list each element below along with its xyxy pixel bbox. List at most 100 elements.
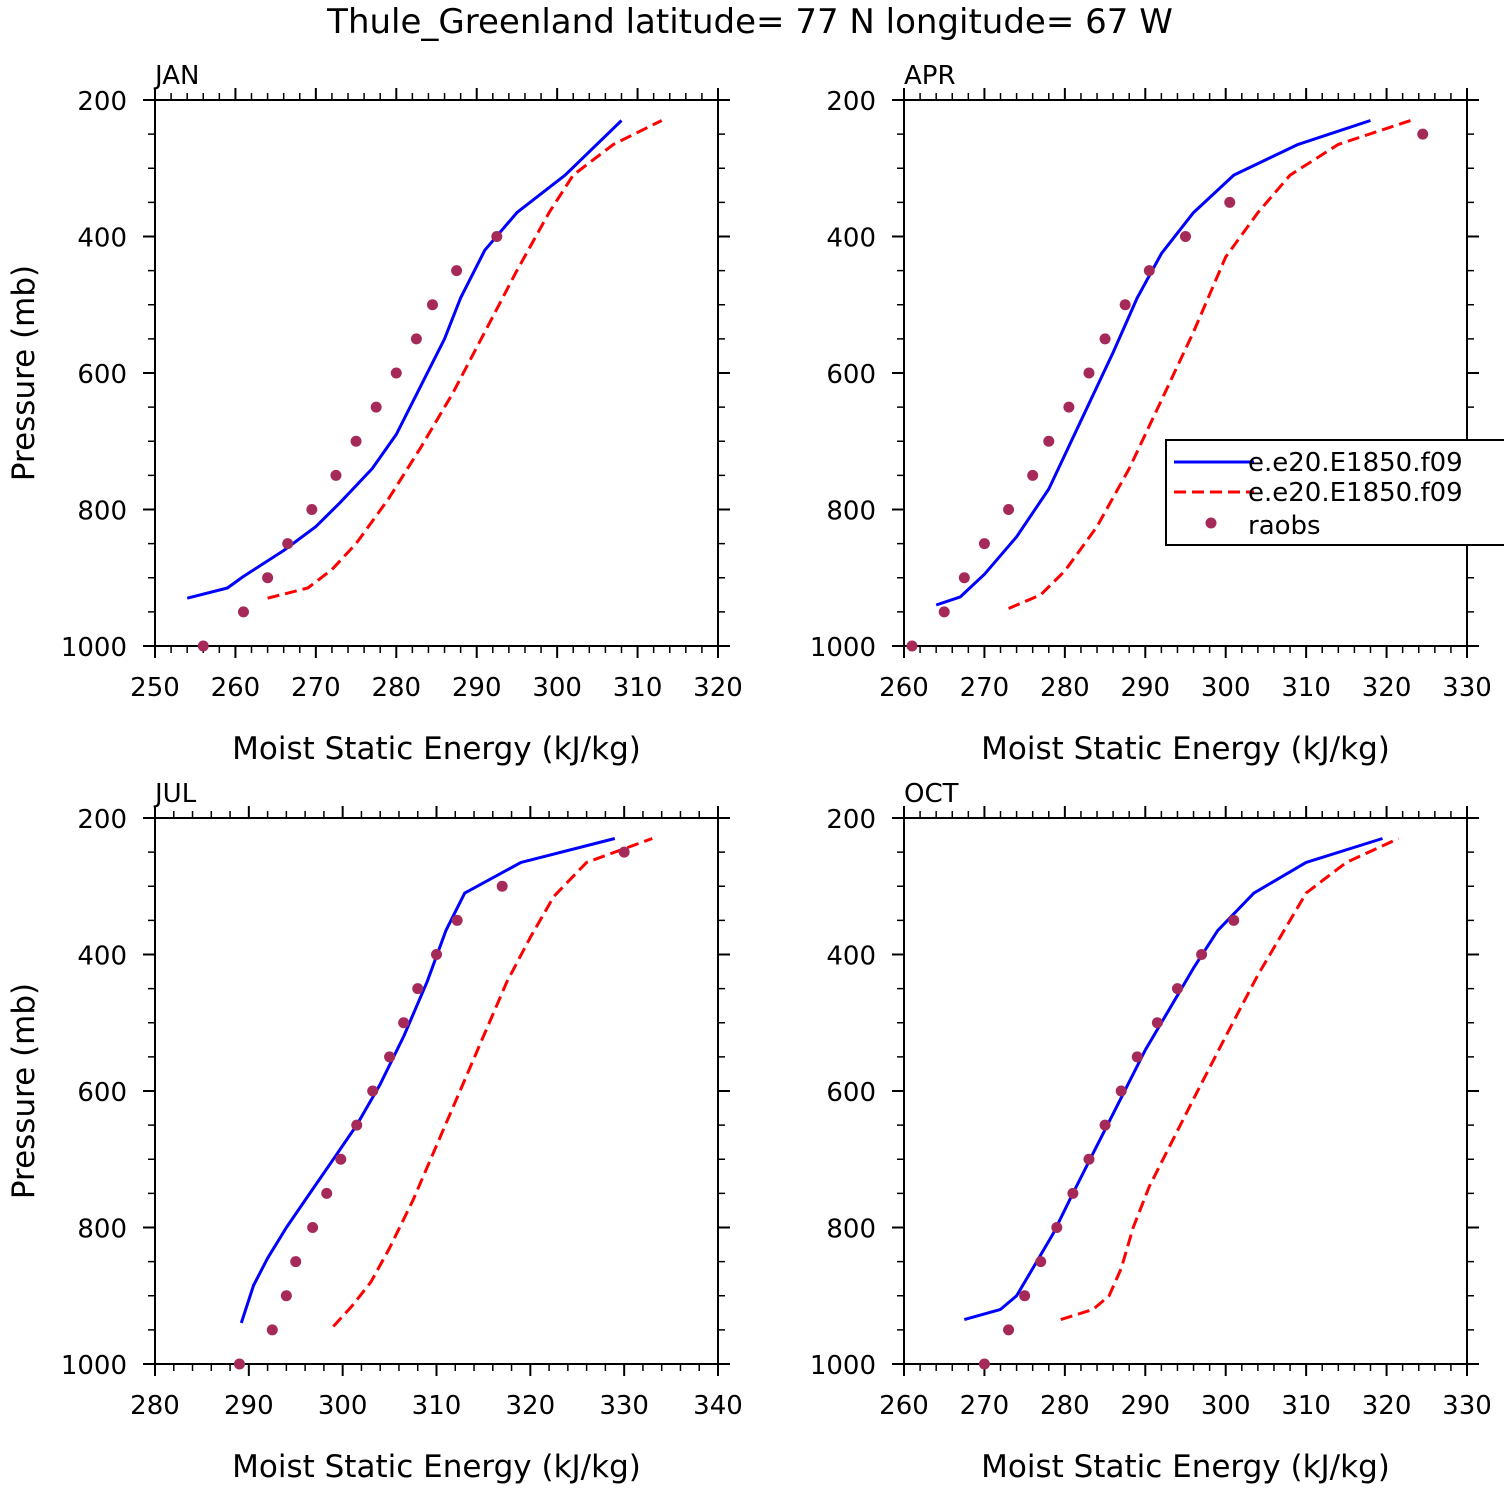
panel-apr: 260 270 280 290 300 310 320 330 200 400 600 800 1000… (810, 61, 1492, 767)
x-tick-label: 320 (506, 1391, 556, 1421)
raobs-point (1196, 949, 1208, 960)
x-tick-label: 320 (1362, 1391, 1412, 1421)
y-tick-label: 200 (826, 805, 876, 835)
raobs-point (350, 435, 362, 447)
legend-entry-label: raobs (1248, 511, 1321, 541)
raobs-point (451, 914, 463, 926)
raobs-point (1083, 1153, 1095, 1165)
y-tick-label: 400 (826, 224, 876, 254)
raobs-point (367, 1085, 379, 1097)
raobs-point (321, 1187, 333, 1199)
x-axis-label: Moist Static Energy (kJ/kg) (981, 731, 1390, 767)
raobs-point (1063, 401, 1075, 413)
series-line-solid (935, 119, 1371, 607)
y-tick-label: 1000 (810, 1351, 876, 1381)
x-tick-label: 290 (1120, 1391, 1170, 1421)
panels: 250 260 270 280 290 300 310 320 200 400 600 800 1000… (6, 61, 1492, 1485)
x-tick-label: 250 (130, 673, 180, 703)
raobs-point (197, 640, 209, 652)
x-tick-label: 300 (532, 673, 582, 703)
raobs-point (1083, 367, 1095, 379)
legend-marker (1205, 517, 1217, 529)
raobs-point (491, 231, 503, 242)
raobs-point (306, 504, 318, 515)
x-tick-label: 310 (613, 673, 663, 703)
raobs-point (280, 1290, 292, 1302)
raobs-point (384, 1051, 396, 1063)
raobs-point (1180, 231, 1191, 242)
panel-label: APR (904, 61, 956, 91)
raobs-point (1171, 983, 1183, 995)
raobs-point (266, 1324, 278, 1336)
x-tick-label: 270 (960, 1391, 1010, 1421)
x-tick-label: 280 (1040, 673, 1090, 703)
y-tick-label: 1000 (810, 633, 876, 663)
raobs-point (330, 469, 342, 481)
x-tick-label: 300 (1201, 1391, 1251, 1421)
x-tick-label: 310 (1281, 1391, 1331, 1421)
y-axis-label: Pressure (mb) (6, 983, 42, 1199)
x-tick-label: 330 (599, 1391, 649, 1421)
raobs-point (1417, 128, 1429, 140)
raobs-point (262, 572, 274, 584)
raobs-point (1051, 1222, 1063, 1233)
raobs-point (351, 1119, 363, 1131)
x-tick-label: 340 (693, 1391, 743, 1421)
raobs-point (1151, 1017, 1163, 1029)
raobs-point (1003, 504, 1015, 515)
raobs-point (1003, 1324, 1015, 1336)
y-tick-label: 600 (826, 1078, 876, 1108)
panel-label: OCT (904, 779, 959, 809)
panel-jan: 250 260 270 280 290 300 310 320 200 400 600 800 1000… (6, 61, 743, 767)
y-tick-label: 400 (77, 942, 127, 972)
y-tick-label: 1000 (61, 633, 127, 663)
y-tick-label: 800 (826, 1215, 876, 1245)
y-tick-label: 400 (77, 224, 127, 254)
raobs-point (1143, 265, 1155, 277)
raobs-point (1043, 435, 1055, 447)
legend-box (1165, 439, 1504, 546)
x-tick-label: 320 (1362, 673, 1412, 703)
raobs-point (496, 880, 508, 892)
raobs-point (618, 846, 630, 858)
raobs-point (906, 640, 918, 652)
raobs-point (335, 1153, 347, 1165)
raobs-point (1224, 196, 1236, 208)
raobs-point (431, 949, 442, 960)
plot-frame (154, 99, 719, 647)
series-line-dashed (332, 837, 653, 1328)
raobs-point (938, 606, 950, 618)
panel-label: JUL (153, 779, 197, 809)
x-axis-label: Moist Static Energy (kJ/kg) (981, 1449, 1390, 1485)
y-tick-label: 400 (826, 942, 876, 972)
raobs-point (1099, 1119, 1111, 1131)
figure-title: Thule_Greenland latitude= 77 N longitude… (326, 2, 1173, 42)
raobs-point (390, 367, 402, 379)
series-line-solid (186, 119, 623, 600)
plot-frame (154, 817, 719, 1365)
y-tick-label: 600 (826, 360, 876, 390)
x-tick-label: 260 (211, 673, 261, 703)
x-tick-label: 310 (1281, 673, 1331, 703)
y-tick-label: 600 (77, 1078, 127, 1108)
raobs-point (398, 1017, 410, 1029)
y-tick-label: 800 (77, 1215, 127, 1245)
series-line-dashed (1060, 837, 1400, 1322)
x-tick-label: 300 (318, 1391, 368, 1421)
raobs-point (233, 1358, 245, 1370)
series-line-dashed (267, 119, 663, 600)
raobs-point (1019, 1290, 1031, 1302)
raobs-point (282, 538, 294, 550)
raobs-point (451, 265, 463, 277)
raobs-point (1115, 1085, 1127, 1097)
y-tick-label: 200 (77, 87, 127, 117)
x-tick-label: 320 (693, 673, 743, 703)
panel-oct: 260 270 280 290 300 310 320 330 200 400 600 800 1000… (810, 779, 1492, 1485)
raobs-point (978, 1358, 990, 1370)
panel-label: JAN (153, 61, 199, 91)
x-tick-label: 330 (1442, 1391, 1492, 1421)
raobs-point (1067, 1187, 1079, 1199)
x-tick-label: 280 (1040, 1391, 1090, 1421)
y-tick-label: 800 (826, 497, 876, 527)
